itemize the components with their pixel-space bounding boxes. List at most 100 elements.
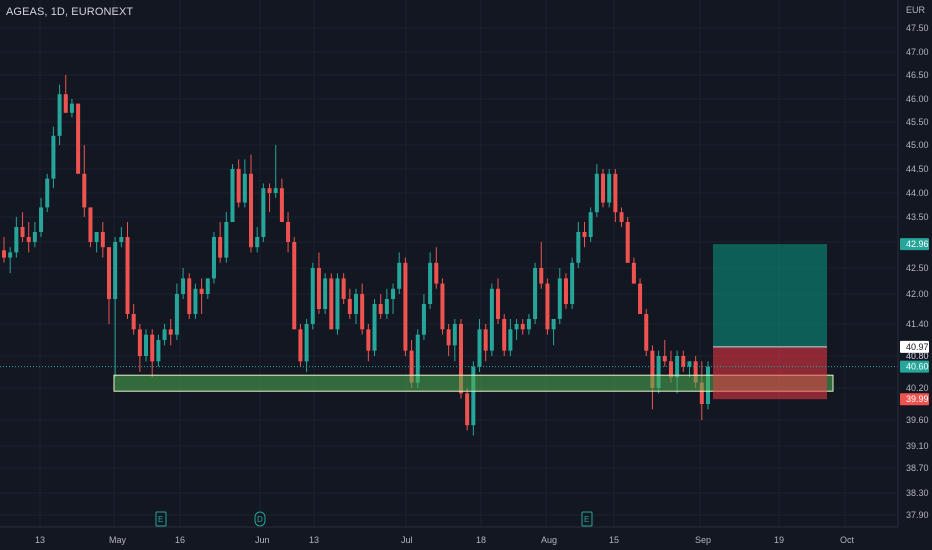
candle-body[interactable] — [576, 232, 581, 263]
candle-body[interactable] — [508, 329, 513, 351]
candle-body[interactable] — [601, 173, 606, 203]
candle-body[interactable] — [403, 262, 408, 351]
candle-body[interactable] — [14, 227, 19, 253]
candle-body[interactable] — [446, 329, 451, 346]
candle-body[interactable] — [292, 242, 297, 330]
candle-body[interactable] — [8, 252, 13, 258]
candle-body[interactable] — [588, 212, 593, 237]
candle-body[interactable] — [693, 361, 698, 383]
candle-body[interactable] — [687, 361, 692, 367]
candle-body[interactable] — [211, 237, 216, 279]
candle-body[interactable] — [230, 169, 235, 222]
candle-body[interactable] — [397, 262, 402, 289]
support-zone[interactable] — [113, 374, 834, 392]
candle-body[interactable] — [465, 393, 470, 426]
candle-body[interactable] — [174, 294, 179, 335]
candle-body[interactable] — [286, 222, 291, 242]
candle-body[interactable] — [668, 361, 673, 378]
candle-body[interactable] — [638, 283, 643, 314]
candle-body[interactable] — [477, 329, 482, 367]
candle-body[interactable] — [298, 329, 303, 362]
candle-body[interactable] — [255, 237, 260, 248]
candle-body[interactable] — [520, 324, 525, 330]
candle-body[interactable] — [360, 294, 365, 330]
position-target-zone[interactable] — [713, 244, 827, 347]
candle-body[interactable] — [144, 334, 149, 356]
candle-body[interactable] — [94, 232, 99, 242]
candle-body[interactable] — [218, 237, 223, 258]
candle-body[interactable] — [675, 356, 680, 378]
event-marker[interactable] — [155, 511, 167, 527]
candle-body[interactable] — [316, 268, 321, 309]
candle-body[interactable] — [335, 278, 340, 330]
candle-body[interactable] — [656, 356, 661, 388]
candle-body[interactable] — [193, 288, 198, 314]
candle-body[interactable] — [181, 278, 186, 294]
candle-body[interactable] — [613, 173, 618, 213]
candle-body[interactable] — [631, 262, 636, 284]
candle-body[interactable] — [119, 237, 124, 242]
candle-body[interactable] — [551, 319, 556, 330]
candle-body[interactable] — [366, 329, 371, 351]
candle-body[interactable] — [131, 314, 136, 330]
event-marker[interactable] — [581, 511, 593, 527]
candle-body[interactable] — [57, 94, 62, 136]
candle-body[interactable] — [205, 278, 210, 294]
candle-body[interactable] — [699, 382, 704, 404]
candle-body[interactable] — [594, 173, 599, 213]
candle-body[interactable] — [471, 366, 476, 426]
candle-body[interactable] — [650, 350, 655, 388]
candle-body[interactable] — [162, 329, 167, 340]
candle-body[interactable] — [607, 173, 612, 203]
candle-body[interactable] — [310, 268, 315, 324]
candle-body[interactable] — [428, 262, 433, 304]
candle-body[interactable] — [563, 278, 568, 304]
candle-body[interactable] — [236, 169, 241, 203]
candle-body[interactable] — [502, 319, 507, 351]
candle-body[interactable] — [619, 212, 624, 222]
candle-body[interactable] — [533, 268, 538, 319]
candle-body[interactable] — [199, 288, 204, 294]
candle-body[interactable] — [150, 334, 155, 362]
candle-body[interactable] — [539, 268, 544, 284]
candle-body[interactable] — [273, 188, 278, 193]
candle-body[interactable] — [378, 304, 383, 314]
candle-body[interactable] — [279, 188, 284, 222]
candle-body[interactable] — [483, 329, 488, 351]
candle-body[interactable] — [168, 329, 173, 335]
candle-body[interactable] — [452, 324, 457, 346]
candle-body[interactable] — [434, 262, 439, 284]
candle-body[interactable] — [489, 288, 494, 351]
candle-body[interactable] — [421, 304, 426, 335]
candle-body[interactable] — [582, 232, 587, 237]
candle-body[interactable] — [45, 178, 50, 208]
candle-body[interactable] — [323, 278, 328, 309]
candle-body[interactable] — [662, 356, 667, 362]
candle-body[interactable] — [354, 294, 358, 314]
position-stop-zone[interactable] — [713, 346, 827, 400]
event-marker[interactable] — [254, 511, 266, 527]
candle-body[interactable] — [415, 334, 420, 383]
candle-body[interactable] — [113, 242, 118, 299]
candle-body[interactable] — [261, 188, 266, 237]
candle-body[interactable] — [625, 222, 630, 263]
candle-body[interactable] — [458, 324, 463, 394]
candle-body[interactable] — [82, 173, 87, 208]
candle-body[interactable] — [137, 329, 142, 356]
candle-body[interactable] — [526, 319, 531, 330]
candle-body[interactable] — [88, 207, 93, 242]
candle-body[interactable] — [39, 207, 44, 232]
candle-body[interactable] — [514, 324, 519, 330]
candle-body[interactable] — [125, 237, 130, 314]
candle-body[interactable] — [249, 173, 254, 248]
candle-body[interactable] — [372, 304, 377, 351]
candle-body[interactable] — [267, 188, 272, 193]
candle-body[interactable] — [2, 250, 6, 258]
candle-body[interactable] — [100, 232, 105, 248]
candle-body[interactable] — [187, 278, 192, 314]
candle-body[interactable] — [347, 299, 352, 314]
candle-body[interactable] — [384, 299, 389, 314]
candle-body[interactable] — [69, 103, 74, 113]
candle-body[interactable] — [20, 227, 25, 237]
